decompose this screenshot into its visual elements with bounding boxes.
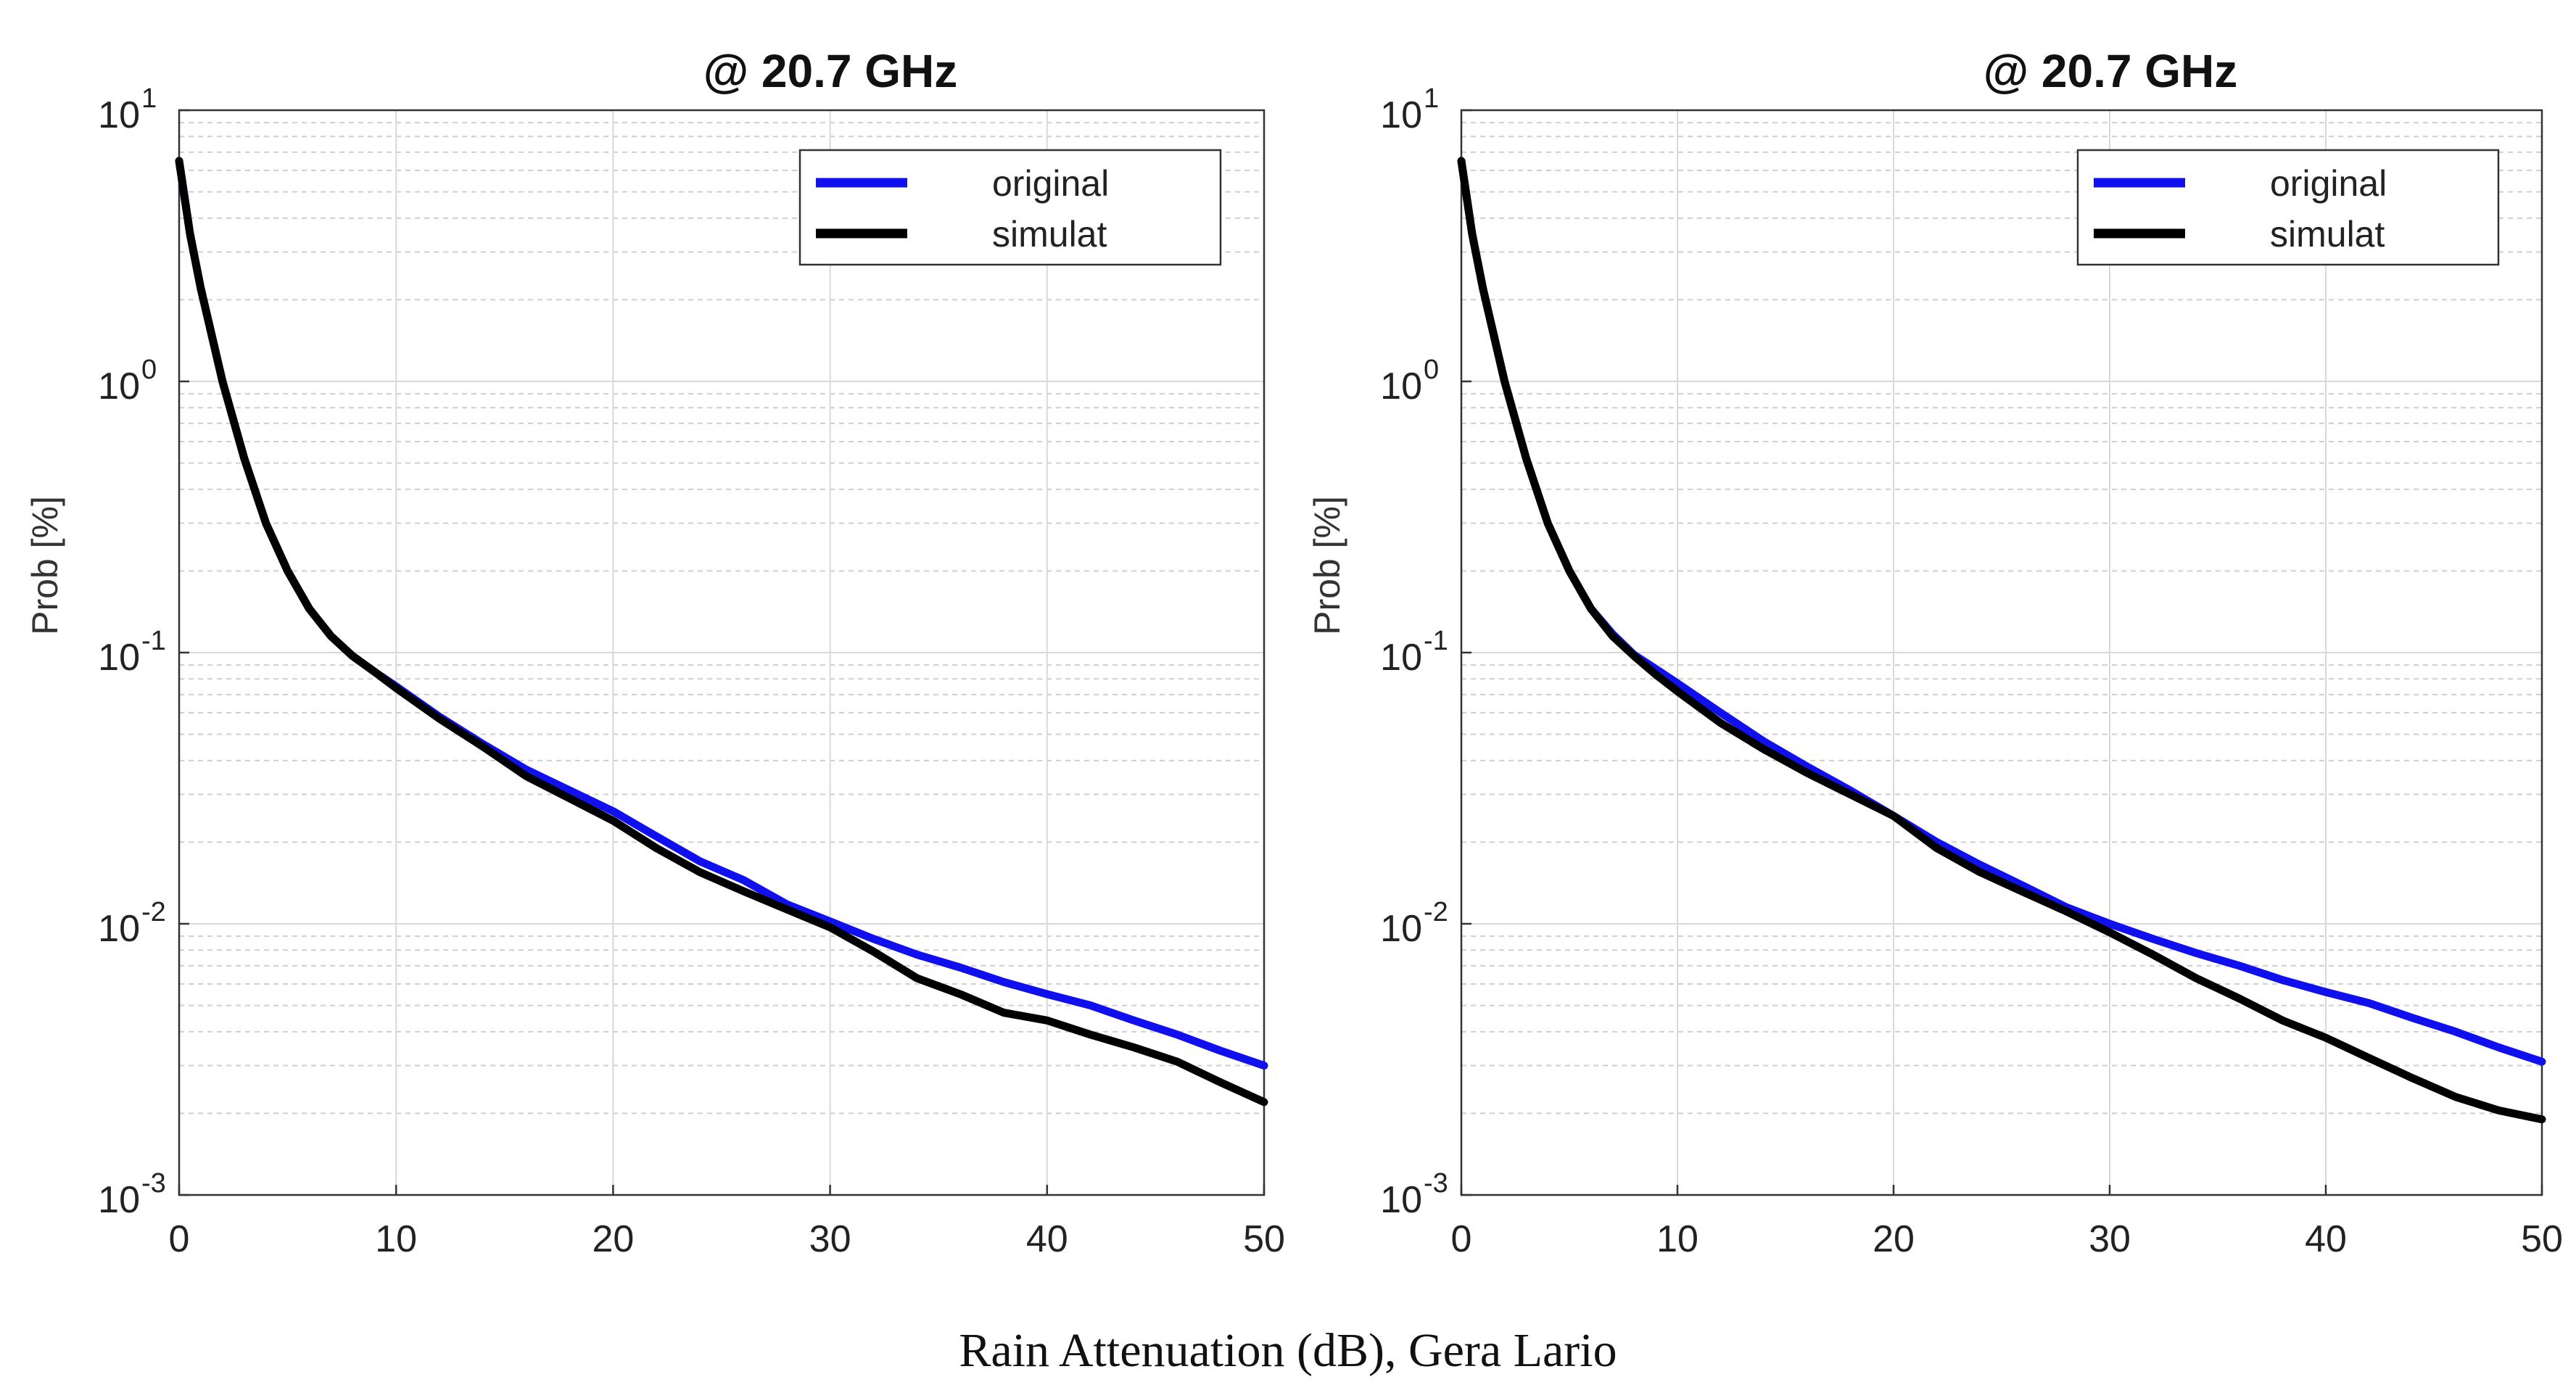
x-tick-label: 50: [2521, 1218, 2563, 1260]
series-line-original: [1457, 157, 2546, 1066]
x-tick-label: 40: [1026, 1218, 1068, 1260]
y-tick-label: 10: [98, 637, 140, 679]
y-tick-label: 10: [98, 1179, 140, 1221]
y-tick-exponent: -3: [1424, 1168, 1448, 1199]
y-tick-exponent: 0: [141, 355, 157, 385]
y-tick-label: 10: [98, 908, 140, 950]
y-tick-exponent: -3: [141, 1168, 166, 1199]
y-tick-label: 10: [98, 94, 140, 136]
legend-box: [2076, 149, 2500, 266]
x-tick-label: 50: [1243, 1218, 1285, 1260]
y-axis-label: Prob [%]: [1307, 496, 1347, 635]
x-tick-label: 40: [2305, 1218, 2347, 1260]
x-tick-label: 20: [592, 1218, 634, 1260]
y-tick-exponent: 1: [141, 83, 157, 114]
figure-caption: Rain Attenuation (dB), Gera Lario: [959, 1324, 1617, 1377]
legend-label-original: original: [992, 163, 1109, 204]
x-tick-label: 30: [809, 1218, 851, 1260]
legend-label-simulat: simulat: [2270, 214, 2385, 255]
y-tick-label: 10: [1380, 365, 1422, 408]
x-tick-label: 0: [169, 1218, 190, 1260]
y-tick-label: 10: [98, 365, 140, 408]
y-tick-label: 10: [1380, 94, 1422, 136]
series-line-original: [175, 157, 1268, 1070]
series-line-simulat: [175, 157, 1268, 1107]
y-axis-label: Prob [%]: [25, 496, 65, 635]
x-tick-label: 20: [1873, 1218, 1915, 1260]
x-tick-label: 10: [1656, 1218, 1698, 1260]
legend-label-original: original: [2270, 163, 2387, 204]
chart-title: @ 20.7 GHz: [1983, 45, 2238, 97]
legend-box: [798, 149, 1222, 266]
y-tick-label: 10: [1380, 1179, 1422, 1221]
y-tick-exponent: -1: [1424, 626, 1448, 656]
y-tick-exponent: 0: [1424, 355, 1439, 385]
y-tick-exponent: 1: [1424, 83, 1439, 114]
y-tick-exponent: -2: [1424, 897, 1448, 927]
legend-label-simulat: simulat: [992, 214, 1107, 255]
series-line-simulat: [1457, 157, 2546, 1124]
x-tick-label: 10: [375, 1218, 417, 1260]
x-tick-label: 0: [1451, 1218, 1472, 1260]
y-tick-label: 10: [1380, 637, 1422, 679]
y-tick-exponent: -2: [141, 897, 166, 927]
y-tick-exponent: -1: [141, 626, 166, 656]
y-tick-label: 10: [1380, 908, 1422, 950]
chart-title: @ 20.7 GHz: [703, 45, 958, 97]
x-tick-label: 30: [2089, 1218, 2131, 1260]
